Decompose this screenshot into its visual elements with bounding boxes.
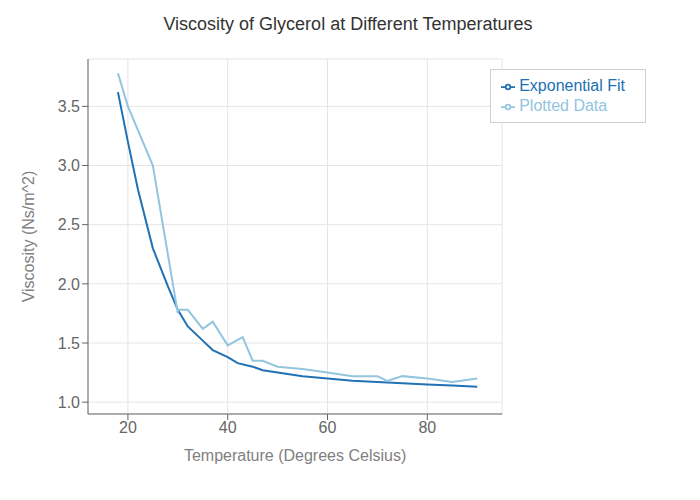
html-text:Exponential Fit: Exponential Fit: [519, 77, 625, 94]
svg-text:60: 60: [319, 419, 337, 436]
html-text:Plotted Data: Plotted Data: [519, 97, 608, 114]
svg-text:3.5: 3.5: [58, 98, 80, 115]
svg-text:20: 20: [119, 419, 137, 436]
html-text:Viscosity of Glycerol at Diffe: Viscosity of Glycerol at Different Tempe…: [163, 14, 533, 34]
svg-text:2.0: 2.0: [58, 276, 80, 293]
svg-text:Temperature (Degrees Celsius): Temperature (Degrees Celsius): [184, 447, 406, 464]
svg-text:3.0: 3.0: [58, 157, 80, 174]
svg-text:Viscosity (Ns/m^2): Viscosity (Ns/m^2): [20, 171, 37, 303]
svg-text:40: 40: [219, 419, 237, 436]
svg-text:80: 80: [418, 419, 436, 436]
svg-text:1.0: 1.0: [58, 394, 80, 411]
svg-text:2.5: 2.5: [58, 216, 80, 233]
svg-text:1.5: 1.5: [58, 335, 80, 352]
